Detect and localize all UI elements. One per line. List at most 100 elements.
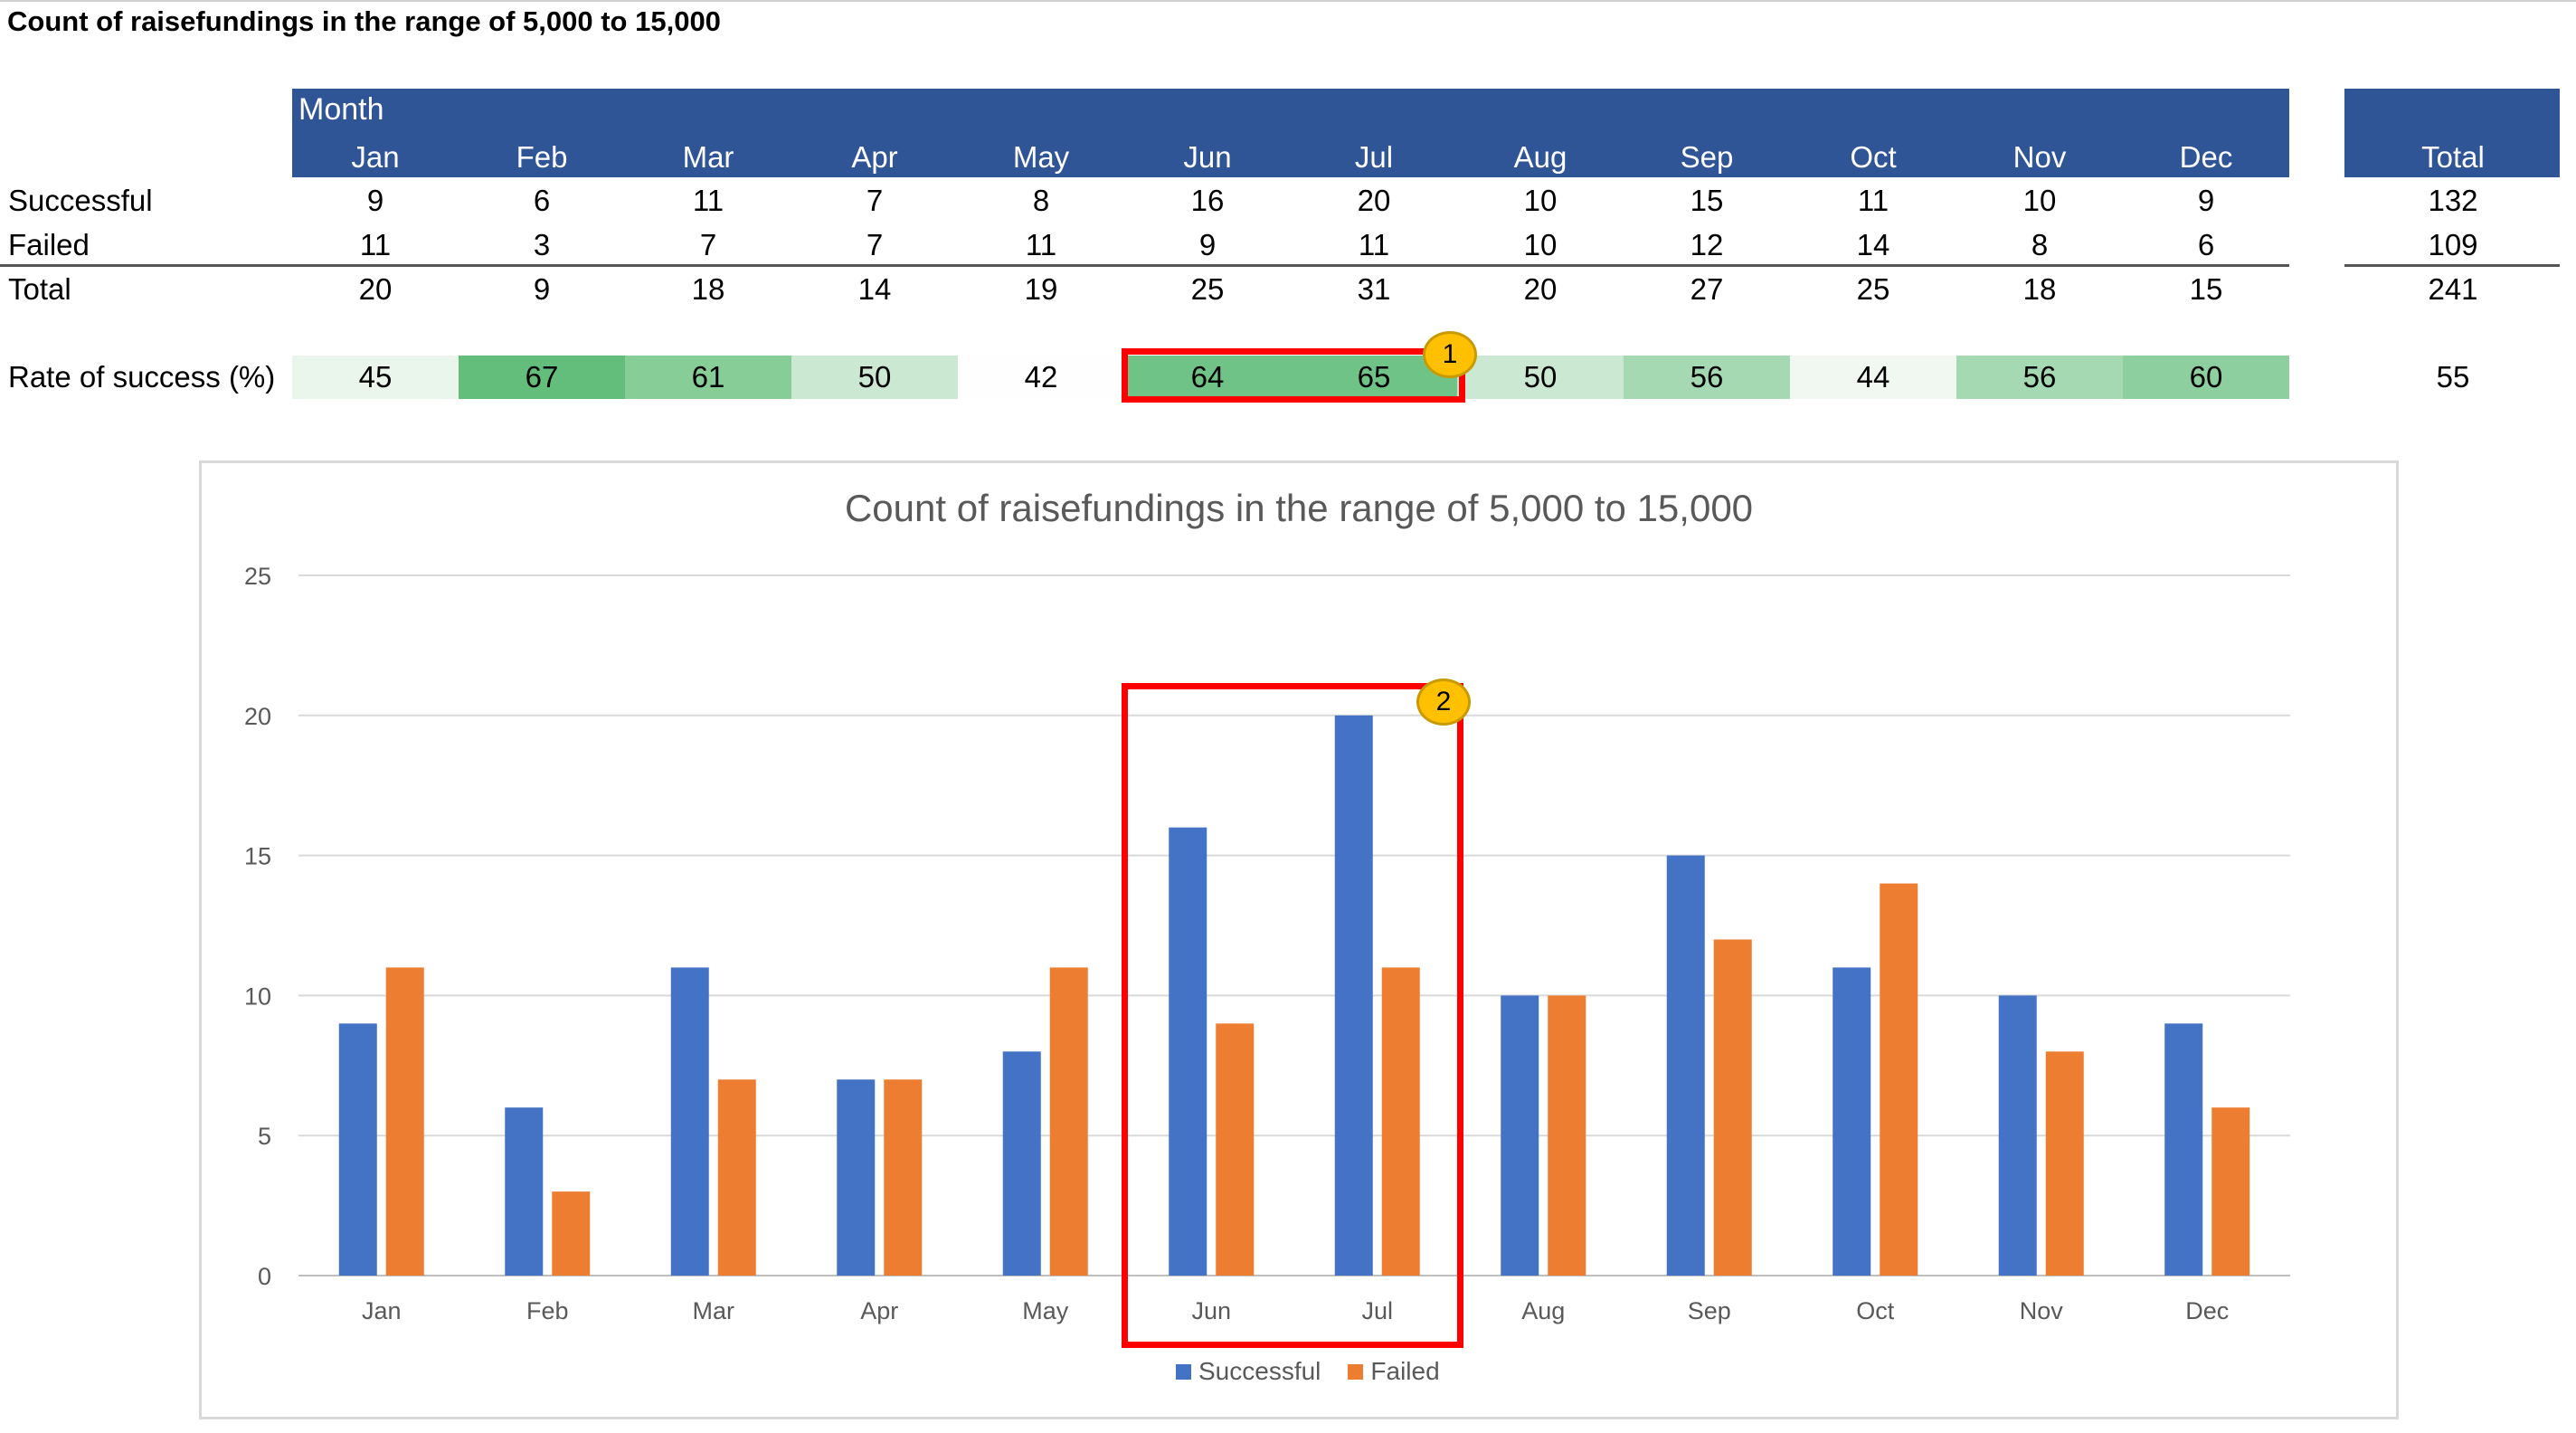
- row-label-total: Total: [8, 272, 71, 306]
- month-header-mar: Mar: [682, 140, 734, 174]
- bar-failed-apr: [884, 1079, 923, 1276]
- row-label-failed: Failed: [8, 228, 90, 261]
- chart-title: Count of raisefundings in the range of 5…: [844, 487, 1754, 529]
- cell-failed-nov: 8: [2031, 228, 2049, 261]
- cell-rate-total: 55: [2436, 360, 2470, 394]
- cell-successful-aug: 10: [1523, 184, 1558, 217]
- cell-rate-jan: 45: [292, 356, 459, 399]
- cell-rate-aug: 50: [1457, 356, 1624, 399]
- bar-successful-jun: [1169, 827, 1208, 1276]
- x-tick-label: Aug: [1521, 1297, 1565, 1324]
- x-tick-label: Sep: [1688, 1297, 1731, 1324]
- cell-rate-apr: 50: [791, 356, 958, 399]
- bar-failed-oct: [1880, 883, 1918, 1276]
- cell-successful-jul: 20: [1357, 184, 1391, 217]
- x-tick-label: Jan: [362, 1297, 402, 1324]
- highlight-box-chart-jun-jul: [1122, 683, 1463, 1348]
- table-separator-months: [0, 264, 2289, 267]
- cell-total-jan: 20: [358, 272, 393, 306]
- bar-failed-may: [1049, 967, 1088, 1276]
- cell-rate-feb: 67: [459, 356, 625, 399]
- cell-total-total: 241: [2428, 272, 2478, 306]
- cell-total-feb: 9: [533, 272, 551, 306]
- cell-total-mar: 18: [691, 272, 725, 306]
- cell-successful-apr: 7: [866, 184, 884, 217]
- chart-legend: Successful Failed: [1176, 1357, 1440, 1386]
- bar-successful-feb: [505, 1107, 544, 1276]
- cell-failed-jan: 11: [359, 228, 392, 261]
- cell-successful-jun: 16: [1190, 184, 1225, 217]
- bar-successful-mar: [670, 967, 709, 1276]
- row-label-rate: Rate of success (%): [8, 360, 276, 394]
- cell-successful-total: 132: [2428, 184, 2478, 217]
- bar-failed-aug: [1548, 995, 1586, 1276]
- bar-failed-jul: [1381, 967, 1420, 1276]
- month-header-sep: Sep: [1680, 140, 1734, 174]
- row-label-successful: Successful: [8, 184, 153, 217]
- bar-failed-jan: [385, 967, 424, 1276]
- cell-total-may: 19: [1024, 272, 1058, 306]
- bar-failed-mar: [717, 1079, 756, 1276]
- cell-failed-jun: 9: [1198, 228, 1217, 261]
- cell-failed-may: 11: [1025, 228, 1057, 261]
- x-tick-label: Feb: [526, 1297, 569, 1324]
- cell-successful-nov: 10: [2022, 184, 2057, 217]
- x-tick-label: Jul: [1361, 1297, 1393, 1324]
- legend-item-failed: Failed: [1348, 1357, 1440, 1386]
- cell-total-oct: 25: [1856, 272, 1890, 306]
- callout-badge-1: 1: [1423, 331, 1477, 378]
- bar-successful-may: [1002, 1051, 1041, 1276]
- legend-swatch-successful: [1176, 1363, 1191, 1380]
- cell-failed-jul: 11: [1358, 228, 1390, 261]
- cell-rate-nov: 56: [1956, 356, 2123, 399]
- x-tick-label: May: [1022, 1297, 1069, 1324]
- bar-failed-feb: [552, 1191, 591, 1276]
- cell-failed-oct: 14: [1856, 228, 1890, 261]
- bar-failed-jun: [1216, 1023, 1255, 1276]
- legend-label-successful: Successful: [1198, 1357, 1321, 1385]
- cell-failed-mar: 7: [699, 228, 717, 261]
- month-header-jan: Jan: [351, 140, 400, 174]
- cell-total-dec: 15: [2189, 272, 2223, 306]
- bar-successful-dec: [2164, 1023, 2203, 1276]
- table-separator-total: [2344, 264, 2560, 267]
- cell-rate-oct: 44: [1790, 356, 1956, 399]
- cell-successful-may: 8: [1032, 184, 1050, 217]
- month-header-dec: Dec: [2179, 140, 2233, 174]
- total-header-band: [2344, 89, 2560, 177]
- legend-label-failed: Failed: [1370, 1357, 1440, 1385]
- x-tick-label: Oct: [1856, 1297, 1895, 1324]
- cell-successful-mar: 11: [692, 184, 724, 217]
- bar-failed-dec: [2211, 1107, 2250, 1276]
- cell-failed-aug: 10: [1523, 228, 1558, 261]
- cell-rate-may: 42: [958, 356, 1124, 399]
- cell-successful-dec: 9: [2197, 184, 2215, 217]
- month-header-band: [292, 89, 2289, 177]
- cell-rate-sep: 56: [1624, 356, 1790, 399]
- month-header-label: Month: [298, 92, 384, 127]
- month-header-nov: Nov: [2012, 140, 2067, 174]
- legend-swatch-failed: [1348, 1363, 1364, 1380]
- x-tick-label: Mar: [693, 1297, 735, 1324]
- bar-successful-nov: [1998, 995, 2037, 1276]
- cell-failed-sep: 12: [1690, 228, 1724, 261]
- bar-successful-oct: [1833, 967, 1871, 1276]
- legend-item-successful: Successful: [1176, 1357, 1321, 1386]
- x-tick-label: Nov: [2020, 1297, 2064, 1324]
- bar-failed-nov: [2045, 1051, 2084, 1276]
- bar-successful-apr: [837, 1079, 876, 1276]
- cell-total-nov: 18: [2022, 272, 2057, 306]
- bar-successful-aug: [1501, 995, 1539, 1276]
- x-tick-label: Dec: [2185, 1297, 2229, 1324]
- cell-total-jun: 25: [1190, 272, 1225, 306]
- cell-failed-apr: 7: [866, 228, 884, 261]
- cell-successful-oct: 11: [1857, 184, 1889, 217]
- top-border: [0, 0, 2576, 2]
- cell-failed-feb: 3: [533, 228, 551, 261]
- x-tick-label: Jun: [1191, 1297, 1231, 1324]
- cell-failed-dec: 6: [2197, 228, 2215, 261]
- cell-total-aug: 20: [1523, 272, 1558, 306]
- cell-total-apr: 14: [857, 272, 892, 306]
- bar-successful-jan: [338, 1023, 377, 1276]
